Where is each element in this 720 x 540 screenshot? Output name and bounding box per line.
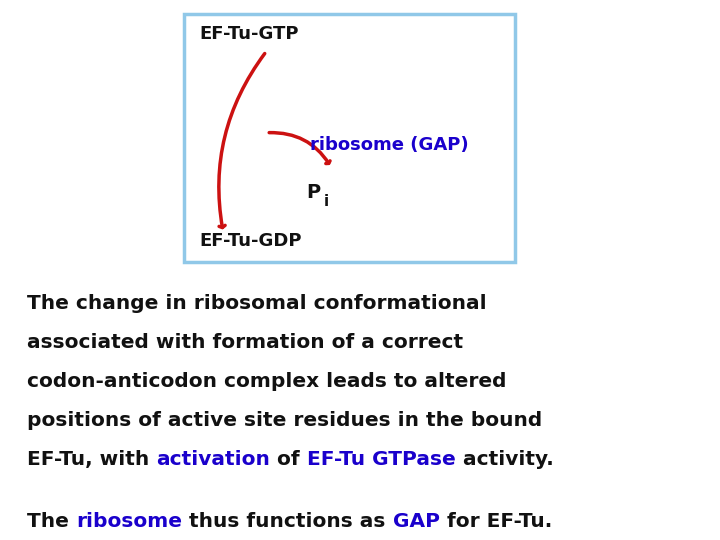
Text: for EF-Tu.: for EF-Tu. [440, 512, 552, 531]
Text: thus functions as: thus functions as [182, 512, 392, 531]
Text: EF-Tu, with: EF-Tu, with [27, 450, 157, 469]
Text: associated with formation of a correct: associated with formation of a correct [27, 333, 464, 352]
Text: ribosome: ribosome [76, 512, 182, 531]
Text: activity.: activity. [456, 450, 554, 469]
Text: i: i [324, 193, 329, 208]
Text: EF-Tu GTPase: EF-Tu GTPase [307, 450, 456, 469]
Text: activation: activation [157, 450, 271, 469]
Text: of: of [271, 450, 307, 469]
Text: codon-anticodon complex leads to altered: codon-anticodon complex leads to altered [27, 372, 507, 391]
Text: ribosome (GAP): ribosome (GAP) [310, 136, 468, 154]
Text: EF-Tu-GTP: EF-Tu-GTP [199, 25, 299, 43]
Text: positions of active site residues in the bound: positions of active site residues in the… [27, 411, 543, 430]
Text: The: The [27, 512, 76, 531]
Text: GAP: GAP [392, 512, 440, 531]
FancyBboxPatch shape [184, 14, 515, 262]
Text: EF-Tu-GDP: EF-Tu-GDP [199, 232, 302, 250]
Text: The change in ribosomal conformational: The change in ribosomal conformational [27, 294, 487, 313]
Text: P: P [306, 183, 320, 202]
